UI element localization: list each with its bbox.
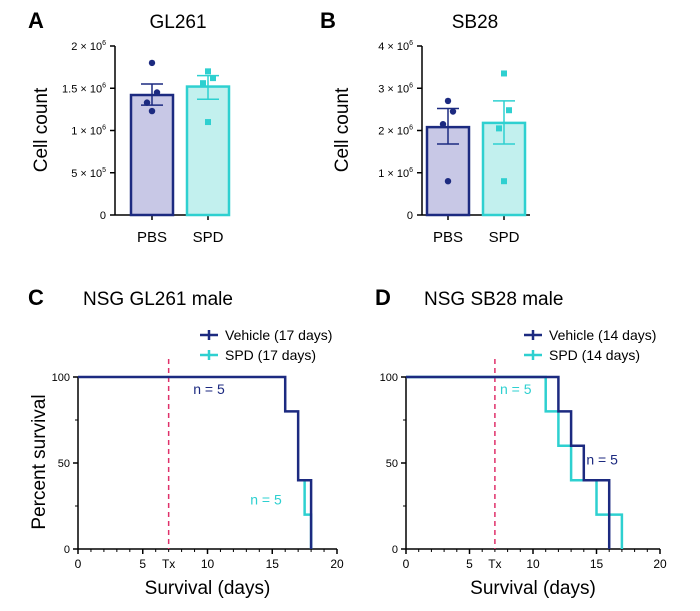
x-category-label: PBS — [137, 229, 167, 246]
x-tick-label: 10 — [201, 557, 215, 571]
y-tick-label: 5 × 105 — [71, 167, 106, 180]
y-tick-label: 4 × 106 — [378, 40, 413, 53]
n-annotation: n = 5 — [500, 381, 532, 397]
y-tick-base: 3 × 10 — [378, 83, 409, 95]
survival-curve-spd — [298, 478, 313, 549]
x-tick-label: 10 — [526, 557, 540, 571]
y-tick-label: 50 — [58, 458, 70, 470]
data-point — [200, 80, 206, 87]
y-tick-label: 1 × 106 — [378, 167, 413, 180]
survival-curve-spd — [406, 375, 624, 549]
y-tick-label: 0 — [392, 544, 398, 556]
data-point — [444, 178, 452, 185]
y-tick-base: 5 × 10 — [71, 168, 102, 180]
panel-d: D NSG SB28 male 0 50 100 0 5 10 15 20 Tx Survival (… — [375, 285, 667, 599]
x-category-label: SPD — [193, 229, 224, 246]
y-tick-exponent: 6 — [102, 40, 106, 47]
data-point — [501, 70, 507, 77]
data-point — [506, 107, 512, 114]
data-point — [205, 119, 211, 126]
x-tick-label: 0 — [403, 557, 410, 571]
data-point — [439, 120, 447, 128]
y-tick-base: 2 × 10 — [378, 126, 409, 138]
y-tick-label: 50 — [386, 458, 398, 470]
x-tick-label: 15 — [266, 557, 280, 571]
data-point — [444, 97, 452, 105]
panel-letter: B — [320, 8, 336, 33]
n-annotation: n = 5 — [193, 381, 225, 397]
data-point — [148, 107, 156, 115]
n-annotation: n = 5 — [250, 491, 282, 507]
x-axis-label: Survival (days) — [470, 578, 596, 599]
x-tick-label: 0 — [75, 557, 82, 571]
y-tick-base: 4 × 10 — [378, 41, 409, 53]
y-tick-label: 2 × 106 — [71, 40, 106, 53]
y-axis-label: Percent survival — [29, 394, 50, 529]
x-tick-label: 20 — [330, 557, 344, 571]
panel-c: C NSG GL261 male Percent survival 0 50 100 0 5 1… — [28, 285, 344, 599]
y-tick-label: 1.5 × 106 — [62, 82, 106, 95]
x-category-label: SPD — [489, 229, 520, 246]
y-axis-label: Cell count — [31, 87, 52, 172]
data-point — [210, 75, 216, 82]
y-axis-label: Cell count — [332, 87, 353, 172]
y-tick-label: 3 × 106 — [378, 82, 413, 95]
y-tick-label: 0 — [64, 544, 70, 556]
panel-title: NSG SB28 male — [424, 289, 563, 310]
legend-label-vehicle: Vehicle (17 days) — [225, 327, 332, 343]
y-tick-exponent: 6 — [102, 125, 106, 132]
legend-label-vehicle: Vehicle (14 days) — [549, 327, 656, 343]
y-tick-base: 1 × 10 — [71, 126, 102, 138]
panel-letter: D — [375, 285, 391, 310]
y-tick-exponent: 6 — [409, 40, 413, 47]
y-tick-label: 0 — [100, 210, 106, 222]
n-annotation: n = 5 — [586, 452, 618, 468]
survival-curve-vehicle — [78, 375, 313, 549]
x-tick-label: 20 — [653, 557, 667, 571]
y-tick-base: 1 × 10 — [378, 168, 409, 180]
data-point — [496, 125, 502, 132]
y-tick-label: 100 — [380, 372, 398, 384]
x-axis-label: Survival (days) — [145, 578, 271, 599]
data-point — [143, 99, 151, 106]
legend-label-spd: SPD (17 days) — [225, 347, 316, 363]
y-tick-base: 1.5 × 10 — [62, 83, 102, 95]
y-tick-exponent: 6 — [409, 167, 413, 174]
x-category-label: PBS — [433, 229, 463, 246]
y-tick-exponent: 6 — [409, 82, 413, 89]
data-point — [148, 59, 156, 67]
y-tick-label: 100 — [52, 372, 70, 384]
y-tick-label: 0 — [407, 210, 413, 222]
treatment-label: Tx — [488, 557, 501, 571]
panel-title: GL261 — [149, 12, 206, 33]
panel-letter: C — [28, 285, 44, 310]
y-tick-label: 2 × 106 — [378, 125, 413, 138]
y-tick-base: 2 × 10 — [71, 41, 102, 53]
bar-spd — [185, 85, 231, 217]
legend-label-spd: SPD (14 days) — [549, 347, 640, 363]
panel-letter: A — [28, 8, 44, 33]
y-tick-label: 1 × 106 — [71, 125, 106, 138]
panel-title: SB28 — [452, 12, 498, 33]
y-tick-exponent: 6 — [409, 125, 413, 132]
treatment-label: Tx — [162, 557, 175, 571]
data-point — [153, 89, 161, 96]
data-point — [449, 108, 457, 115]
y-tick-exponent: 6 — [102, 82, 106, 89]
data-point — [501, 178, 507, 185]
survival-curve-vehicle — [406, 375, 611, 549]
x-tick-label: 5 — [139, 557, 146, 571]
x-tick-label: 5 — [466, 557, 473, 571]
data-point — [205, 68, 211, 75]
bar-pbs — [129, 93, 175, 217]
panel-title: NSG GL261 male — [83, 289, 233, 310]
y-tick-exponent: 5 — [102, 167, 106, 174]
x-tick-label: 15 — [590, 557, 604, 571]
